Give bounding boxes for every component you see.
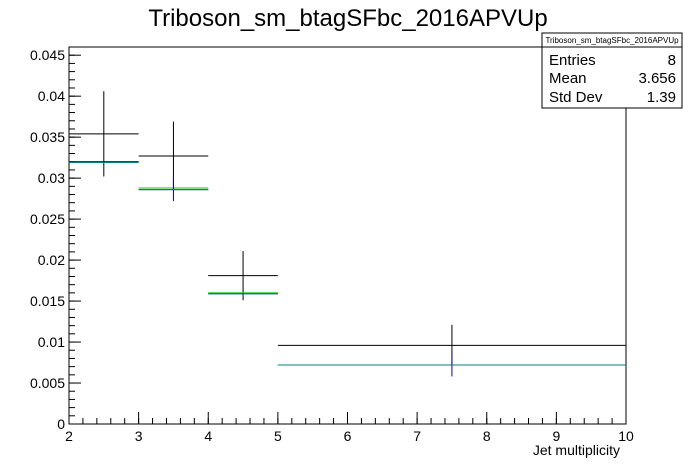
stats-value-entries: 8 [668,52,676,69]
chart-title: Triboson_sm_btagSFbc_2016APVUp [148,5,547,32]
stats-label-entries: Entries [549,52,596,69]
stats-label-mean: Mean [549,70,587,87]
stats-value-stddev: 1.39 [647,89,676,106]
x-tick-label: 3 [135,428,143,444]
y-tick-label: 0.045 [30,47,65,63]
stats-label-stddev: Std Dev [549,89,603,106]
x-tick-label: 8 [483,428,491,444]
stats-value-mean: 3.656 [638,70,676,87]
y-tick-label: 0.035 [30,129,65,145]
x-axis-label: Jet multiplicity [533,442,620,458]
stats-box-frame [541,32,683,109]
y-axis: 0 0.005 0.01 0.015 0.02 0.025 0.03 0.035 0.04 0.0… [30,47,81,432]
y-tick-label: 0.015 [30,293,65,309]
x-tick-label: 4 [204,428,212,444]
y-tick-label: 0.01 [38,334,65,350]
stats-box-title: Triboson_sm_btagSFbc_2016APVUp [545,36,679,45]
x-tick-label: 2 [65,428,73,444]
x-tick-label: 9 [552,428,560,444]
y-tick-label: 0.02 [38,252,65,268]
x-tick-label: 7 [413,428,421,444]
x-axis: 2 3 4 5 6 7 8 9 10 [65,412,634,444]
y-tick-label: 0.03 [38,170,65,186]
stats-box: Triboson_sm_btagSFbc_2016APVUp Entries 8… [541,32,683,109]
y-tick-label: 0.025 [30,211,65,227]
x-tick-label: 6 [344,428,352,444]
y-tick-label: 0 [57,416,65,432]
y-tick-label: 0.04 [38,88,65,104]
y-tick-label: 0.005 [30,375,65,391]
x-tick-label: 5 [274,428,282,444]
series-layer [69,91,626,377]
x-tick-label: 10 [618,428,634,444]
